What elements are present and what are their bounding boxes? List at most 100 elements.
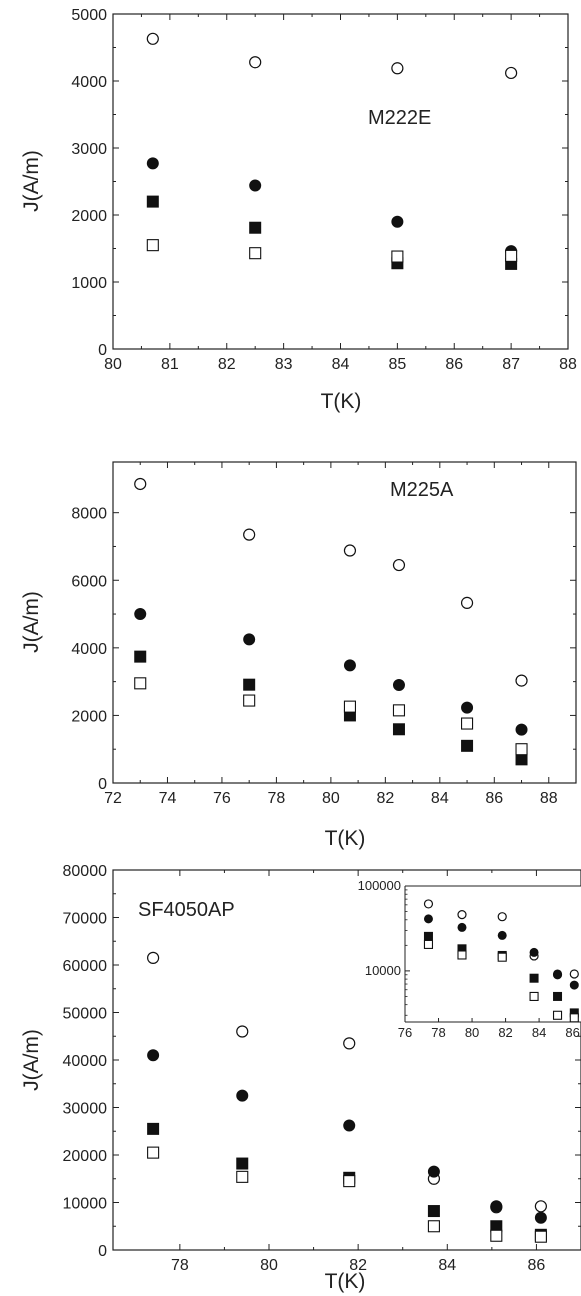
data-series-2 [134,608,528,736]
marker-open-square [515,743,528,756]
y-tick-label: 20000 [63,1148,108,1165]
y-axis-label: J(A/m) [20,150,43,212]
y-tick-label: 0 [98,342,107,359]
marker-open-circle [134,477,147,491]
marker-open-circle [243,528,256,541]
marker-filled-square [461,739,474,752]
marker-open-square [134,677,147,690]
x-tick-label: 86 [528,1257,546,1274]
marker-open-square [146,239,159,252]
marker-open-circle [236,1025,249,1038]
marker-open-square [343,1175,356,1188]
marker-filled-square [427,1205,440,1218]
inset-y-tick-label: 10000 [365,963,401,978]
x-tick-label: 84 [431,790,449,807]
panel-title: SF4050AP [138,899,235,921]
marker-open-circle [249,56,262,69]
y-tick-label: 4000 [71,74,107,91]
data-series-3 [134,650,528,766]
marker-filled-square [249,221,262,234]
marker-open-square [236,1170,249,1183]
marker-open-circle [146,32,159,45]
x-axis-label: T(K) [321,390,362,413]
marker-filled-circle [423,914,433,924]
inset-x-tick-label: 82 [498,1025,512,1040]
inset-series-4 [423,939,579,1023]
x-tick-label: 76 [213,790,231,807]
marker-filled-circle [392,679,405,692]
x-tick-label: 88 [540,790,558,807]
marker-open-square [243,694,256,707]
marker-filled-square [146,195,159,208]
y-tick-label: 80000 [63,863,108,880]
chart-panel-1: 80 81 82 83 84 85 86 87 88 0 1000 2000 3000 4000 5000 M… [20,7,577,413]
marker-open-square [343,700,356,713]
x-tick-label: 78 [171,1257,189,1274]
inset-x-tick-label: 86 [565,1025,579,1040]
inset-y-tick-label: 100000 [358,878,401,893]
marker-open-square [391,250,404,263]
marker-filled-square [515,753,528,766]
panel-title: M222E [368,107,431,129]
marker-filled-circle [553,969,563,979]
marker-open-square [427,1220,440,1233]
marker-filled-circle [461,701,474,714]
x-tick-label: 72 [104,790,122,807]
chart-panel-2: 72 74 76 78 80 82 84 86 88 0 2000 4000 6000 8000 M225A… [20,461,577,850]
y-tick-label: 1000 [71,275,107,292]
y-axis-label: J(A/m) [20,1029,43,1091]
marker-open-square [569,1013,579,1023]
y-tick-label: 4000 [71,641,107,658]
x-tick-label: 88 [559,356,577,373]
inset-x-tick-label: 76 [398,1025,412,1040]
marker-open-circle [569,969,579,979]
marker-filled-square [236,1157,249,1170]
marker-open-circle [392,558,406,572]
marker-open-circle [505,66,518,80]
inset-x-tick-label: 80 [465,1025,479,1040]
chart-panel-3: 78 80 82 84 86 0 10000 20000 30000 40000 50000 6000… [20,863,581,1293]
y-tick-label: 30000 [63,1101,108,1118]
y-tick-label: 0 [98,1243,107,1260]
marker-open-circle [343,544,357,557]
x-tick-label: 82 [376,790,394,807]
y-tick-label: 50000 [63,1006,108,1023]
y-axis-label: J(A/m) [20,591,43,653]
data-series-1 [146,32,518,80]
marker-filled-circle [343,1119,356,1132]
marker-open-square [457,950,467,960]
marker-open-circle [515,674,528,687]
y-tick-label: 40000 [63,1053,108,1070]
marker-open-circle [343,1037,356,1050]
data-series-2 [146,157,518,258]
marker-filled-circle [146,157,159,170]
marker-open-square [505,249,518,262]
x-tick-label: 82 [218,356,236,373]
marker-filled-circle [427,1165,440,1178]
y-tick-label: 5000 [71,7,107,24]
marker-open-circle [497,912,507,922]
data-series-1 [134,477,528,687]
marker-filled-circle [343,659,356,672]
inset-series-2 [423,914,579,990]
marker-filled-circle [147,1049,160,1062]
marker-filled-square [529,973,539,983]
marker-filled-square [423,931,433,941]
data-series-4 [134,677,528,756]
x-axis-label: T(K) [325,1270,366,1293]
marker-filled-circle [391,215,404,228]
marker-filled-circle [497,930,507,940]
marker-open-square [392,704,406,717]
data-series-4 [147,1146,547,1243]
x-tick-label: 86 [485,790,503,807]
inset-x-tick-label: 84 [532,1025,546,1040]
marker-open-square [552,1010,563,1020]
marker-open-square [490,1229,503,1242]
panel-title: M225A [390,479,454,501]
marker-open-square [534,1230,547,1243]
marker-filled-square [392,723,405,736]
marker-open-square [423,939,434,949]
marker-filled-circle [249,179,262,192]
plot-frame [112,461,577,784]
marker-filled-circle [529,947,539,957]
